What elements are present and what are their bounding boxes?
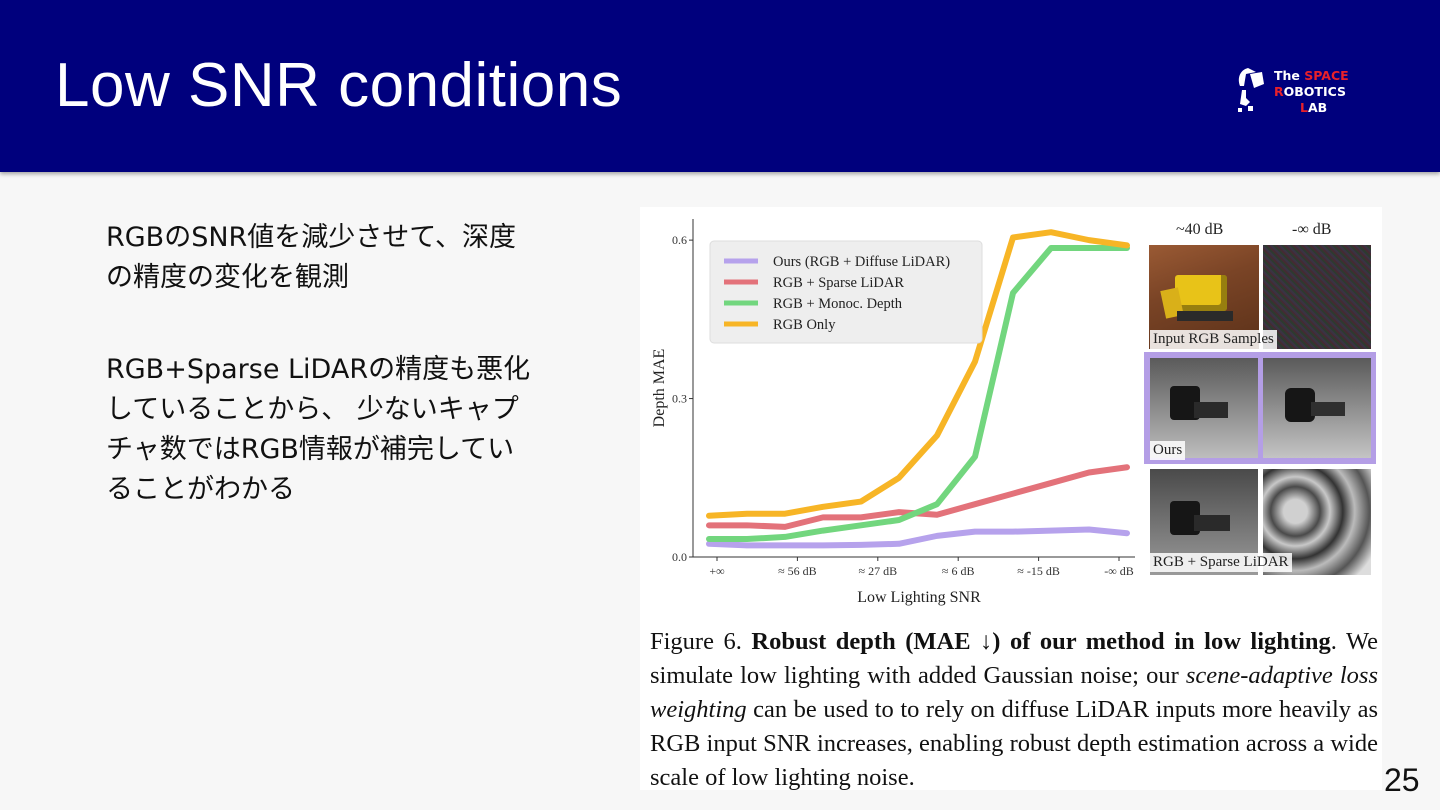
y-tick-label: 0.6 [672, 233, 687, 247]
y-tick-label: 0.3 [672, 392, 687, 406]
x-tick-label: +∞ [709, 564, 724, 578]
row-label-ours: Ours [1150, 441, 1186, 460]
ours-noise-depth-image [1263, 358, 1371, 458]
paragraph-conclusion: RGB+Sparse LiDARの精度も悪化 していることから、 少ないキャプ … [106, 350, 606, 510]
text-line: RGBのSNR値を減少させて、深度 [106, 222, 516, 253]
text-line: ることがわかる [106, 474, 295, 505]
page-number: 25 [1384, 762, 1420, 798]
space-robotics-lab-logo: The SPACE ROBOTICS LAB [1234, 64, 1364, 120]
x-tick-label: -∞ dB [1104, 564, 1134, 578]
x-tick-label: ≈ 6 dB [942, 564, 975, 578]
caption-italic: scene-adaptive loss weighting [650, 662, 1378, 723]
input-rgb-noise-image [1263, 245, 1371, 349]
text-line: の精度の変化を観測 [106, 262, 349, 293]
series-line-0 [706, 526, 1130, 549]
robot-arm-icon [1238, 68, 1264, 112]
col-label-neg-inf-db: -∞ dB [1292, 221, 1332, 238]
legend-label: RGB + Sparse LiDAR [773, 275, 904, 291]
row-label-input-rgb: Input RGB Samples [1150, 330, 1277, 349]
series-line-2 [706, 245, 1130, 543]
caption-bold-title: Robust depth (MAE ↓) of our method in lo… [751, 628, 1331, 655]
legend-label: Ours (RGB + Diffuse LiDAR) [773, 254, 950, 270]
paragraph-observation: RGBのSNR値を減少させて、深度 の精度の変化を観測 [106, 218, 606, 298]
slide-header: Low SNR conditions The SPACE ROBOTICS LA… [0, 0, 1440, 172]
caption-text: We simulate low lighting with added Gaus… [650, 628, 1379, 689]
text-line: RGB+Sparse LiDARの精度も悪化 [106, 354, 531, 385]
row-label-sparse-lidar: RGB + Sparse LiDAR [1150, 553, 1292, 572]
text-line: チャ数ではRGB情報が補完してい [106, 434, 515, 465]
text-line: していることから、 少ないキャプ [106, 394, 519, 425]
col-label-40db: ~40 dB [1176, 221, 1224, 238]
legend-label: RGB Only [773, 317, 836, 333]
x-tick-label: ≈ 27 dB [859, 564, 898, 578]
slide-title: Low SNR conditions [55, 51, 623, 120]
caption-text-cont: can be used to to rely on diffuse LiDAR … [650, 696, 1378, 791]
x-axis-label: Low Lighting SNR [857, 589, 981, 606]
caption-label: Figure 6. [650, 628, 742, 655]
series-line-1 [706, 464, 1130, 530]
paper-figure: 0.0 0.3 0.6 +∞ ≈ 56 dB ≈ 27 dB ≈ 6 dB ≈ -15 dB -… [640, 207, 1382, 791]
y-tick-label: 0.0 [672, 550, 687, 564]
series-line-3 [706, 229, 1130, 519]
x-tick-label: ≈ -15 dB [1017, 564, 1060, 578]
y-axis-label: Depth MAE [651, 349, 668, 428]
figure-caption: Figure 6. Robust depth (MAE ↓) of our me… [650, 628, 1379, 791]
depth-mae-chart: 0.0 0.3 0.6 +∞ ≈ 56 dB ≈ 27 dB ≈ 6 dB ≈ -15 dB -… [651, 219, 1135, 606]
logo-wordmark: The SPACE ROBOTICS LAB [1274, 68, 1349, 115]
x-tick-label: ≈ 56 dB [778, 564, 817, 578]
legend-label: RGB + Monoc. Depth [773, 296, 903, 312]
chart-legend-box [709, 240, 983, 344]
